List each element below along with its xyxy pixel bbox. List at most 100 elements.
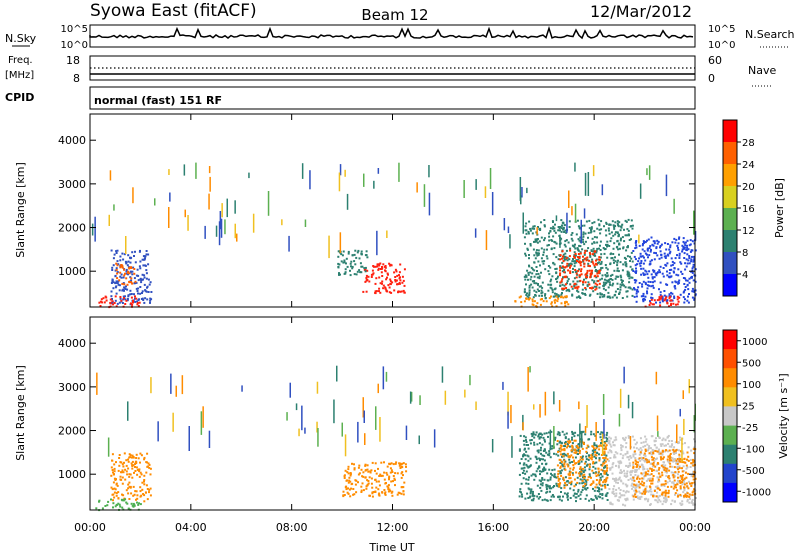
heatmap-cell <box>146 298 149 301</box>
heatmap-cell <box>673 297 676 299</box>
heatmap-cell <box>691 482 694 485</box>
heatmap-cell <box>538 457 541 460</box>
heatmap-cell <box>624 234 627 237</box>
heatmap-cell <box>656 501 659 504</box>
heatmap-cell <box>603 252 606 255</box>
heatmap-cell <box>123 283 126 286</box>
heatmap-cell <box>365 487 368 490</box>
heatmap-cell <box>402 289 405 292</box>
heatmap-cell <box>653 276 656 279</box>
heatmap-cell <box>564 266 567 269</box>
heatmap-cell <box>401 466 404 469</box>
heatmap-cell <box>144 297 147 300</box>
heatmap-cell <box>593 442 596 445</box>
heatmap-cell <box>353 253 356 256</box>
heatmap-cell <box>341 254 344 257</box>
heatmap-cell <box>615 477 618 480</box>
colorbar-swatch <box>723 330 737 350</box>
heatmap-cell <box>598 247 600 250</box>
heatmap-cell <box>566 463 569 466</box>
heatmap-cell <box>619 288 622 291</box>
heatmap-cell <box>653 269 656 272</box>
heatmap-cell <box>371 461 374 464</box>
heatmap-cell <box>541 477 544 479</box>
heatmap-cell <box>572 260 575 263</box>
heatmap-cell <box>649 281 652 283</box>
heatmap-cell <box>349 480 352 483</box>
heatmap-cell <box>633 438 636 441</box>
heatmap-cell <box>340 260 343 263</box>
heatmap-cell <box>694 289 697 292</box>
heatmap-cell <box>540 247 543 250</box>
heatmap-cell <box>134 462 137 464</box>
heatmap-cell <box>122 499 125 502</box>
heatmap-cell <box>651 477 654 480</box>
heatmap-cell <box>687 295 689 298</box>
heatmap-cell <box>525 463 528 466</box>
heatmap-cell <box>582 292 584 295</box>
heatmap-cell <box>358 269 361 272</box>
heatmap-cell <box>573 251 576 254</box>
heatmap-cell <box>653 251 656 254</box>
heatmap-cell <box>398 282 401 284</box>
heatmap-cell <box>584 487 587 490</box>
heatmap-cell <box>669 246 672 249</box>
heatmap-cell <box>614 256 616 259</box>
heatmap-cell <box>148 491 150 494</box>
heatmap-cell <box>364 280 367 283</box>
heatmap-cell <box>691 240 694 243</box>
heatmap-cell <box>625 220 628 223</box>
heatmap-cell <box>692 503 695 506</box>
heatmap-streak <box>357 421 359 443</box>
heatmap-cell <box>539 496 542 499</box>
heatmap-cell <box>546 248 548 251</box>
heatmap-streak <box>248 172 250 179</box>
heatmap-cell <box>616 261 619 264</box>
heatmap-cell <box>688 244 691 247</box>
heatmap-cell <box>374 462 377 465</box>
heatmap-cell <box>568 290 571 293</box>
heatmap-cell <box>533 269 536 272</box>
heatmap-cell <box>536 233 539 236</box>
heatmap-cell <box>351 267 354 270</box>
colorbar-tick-label: 28 <box>742 138 755 149</box>
heatmap-cell <box>347 468 350 471</box>
heatmap-cell <box>518 448 521 451</box>
nsky-label: N.Sky <box>5 32 37 45</box>
heatmap-cell <box>526 292 528 295</box>
y-tick-label: 2000 <box>58 425 86 438</box>
heatmap-cell <box>359 271 362 274</box>
heatmap-streak <box>665 174 668 197</box>
heatmap-cell <box>533 225 536 228</box>
heatmap-cell <box>536 443 539 446</box>
heatmap-cell <box>627 229 630 232</box>
heatmap-cell <box>661 493 664 496</box>
heatmap-cell <box>127 467 130 470</box>
heatmap-cell <box>605 234 608 237</box>
freq-label-1: Freq. <box>8 55 33 66</box>
heatmap-cell <box>398 492 401 495</box>
heatmap-cell <box>654 450 657 452</box>
heatmap-cell <box>681 250 684 253</box>
heatmap-cell <box>640 449 643 452</box>
heatmap-cell <box>548 297 551 300</box>
heatmap-cell <box>372 272 375 275</box>
heatmap-cell <box>533 240 535 243</box>
heatmap-cell <box>628 281 631 284</box>
heatmap-cell <box>643 256 645 259</box>
heatmap-cell <box>551 474 554 477</box>
heatmap-cell <box>125 501 128 504</box>
heatmap-cell <box>652 269 655 272</box>
heatmap-cell <box>357 473 360 476</box>
heatmap-cell <box>118 457 121 459</box>
heatmap-cell <box>149 297 152 300</box>
heatmap-cell <box>574 271 577 273</box>
heatmap-cell <box>533 261 536 264</box>
heatmap-cell <box>674 287 677 290</box>
heatmap-cell <box>669 275 672 278</box>
heatmap-cell <box>582 476 584 479</box>
heatmap-cell <box>675 281 678 284</box>
heatmap-cell <box>649 301 652 304</box>
heatmap-cell <box>664 464 667 467</box>
heatmap-cell <box>145 461 148 464</box>
